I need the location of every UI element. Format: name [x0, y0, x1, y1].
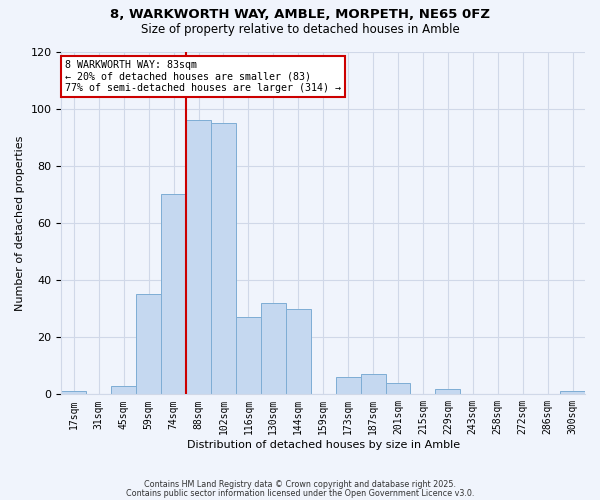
Y-axis label: Number of detached properties: Number of detached properties [15, 135, 25, 310]
Text: Size of property relative to detached houses in Amble: Size of property relative to detached ho… [140, 22, 460, 36]
Bar [211, 123, 236, 394]
Bar [61, 392, 86, 394]
Bar [186, 120, 211, 394]
Bar [161, 194, 186, 394]
Bar [436, 388, 460, 394]
Bar [136, 294, 161, 394]
Text: Contains HM Land Registry data © Crown copyright and database right 2025.: Contains HM Land Registry data © Crown c… [144, 480, 456, 489]
X-axis label: Distribution of detached houses by size in Amble: Distribution of detached houses by size … [187, 440, 460, 450]
Bar [386, 383, 410, 394]
Bar [261, 303, 286, 394]
Bar [335, 377, 361, 394]
Bar [560, 392, 585, 394]
Bar [236, 317, 261, 394]
Bar [286, 308, 311, 394]
Bar [111, 386, 136, 394]
Text: 8 WARKWORTH WAY: 83sqm
← 20% of detached houses are smaller (83)
77% of semi-det: 8 WARKWORTH WAY: 83sqm ← 20% of detached… [65, 60, 341, 94]
Text: 8, WARKWORTH WAY, AMBLE, MORPETH, NE65 0FZ: 8, WARKWORTH WAY, AMBLE, MORPETH, NE65 0… [110, 8, 490, 20]
Text: Contains public sector information licensed under the Open Government Licence v3: Contains public sector information licen… [126, 488, 474, 498]
Bar [361, 374, 386, 394]
